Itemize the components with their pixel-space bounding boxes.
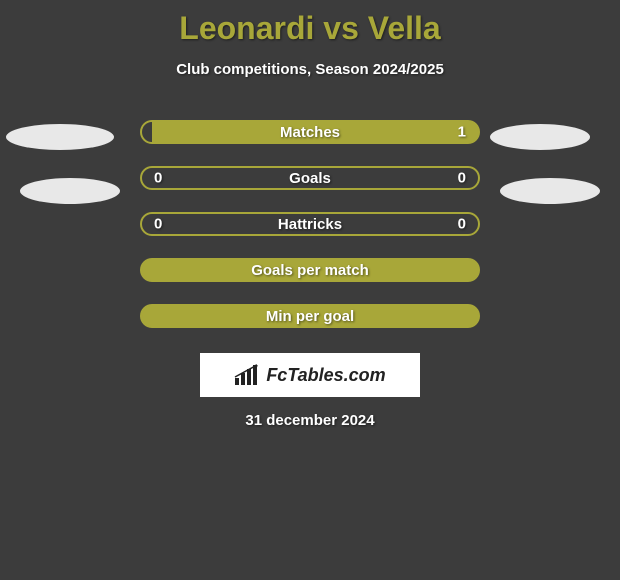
player-left-name: Leonardi bbox=[179, 10, 314, 46]
bar-chart-icon bbox=[234, 364, 260, 386]
player-ellipse bbox=[490, 124, 590, 150]
stat-label: Matches bbox=[280, 124, 340, 141]
stat-label: Hattricks bbox=[278, 216, 342, 233]
stat-label: Goals bbox=[289, 170, 331, 187]
stat-value-right: 1 bbox=[458, 124, 466, 141]
stat-label: Min per goal bbox=[266, 308, 354, 325]
stat-bar: Hattricks 0 0 bbox=[140, 212, 480, 236]
player-ellipse bbox=[500, 178, 600, 204]
date-line: 31 december 2024 bbox=[0, 412, 620, 429]
player-ellipse bbox=[20, 178, 120, 204]
stat-bar: Goals per match bbox=[140, 258, 480, 282]
player-ellipse bbox=[6, 124, 114, 150]
vs-separator: vs bbox=[323, 10, 359, 46]
player-right-name: Vella bbox=[368, 10, 441, 46]
stat-value-right: 0 bbox=[458, 216, 466, 233]
stat-value-left: 0 bbox=[154, 170, 162, 187]
fctables-logo: FcTables.com bbox=[200, 353, 420, 397]
comparison-subtitle: Club competitions, Season 2024/2025 bbox=[0, 61, 620, 78]
stat-bar: Goals 0 0 bbox=[140, 166, 480, 190]
stat-label: Goals per match bbox=[251, 262, 369, 279]
logo-text: FcTables.com bbox=[266, 365, 385, 386]
stat-bar: Min per goal bbox=[140, 304, 480, 328]
comparison-title: Leonardi vs Vella bbox=[0, 0, 620, 47]
stat-value-right: 0 bbox=[458, 170, 466, 187]
stat-rows: Matches 1 Goals 0 0 Hattricks 0 0 Goals per matc… bbox=[0, 120, 620, 328]
stat-value-left: 0 bbox=[154, 216, 162, 233]
stat-bar: Matches 1 bbox=[140, 120, 480, 144]
